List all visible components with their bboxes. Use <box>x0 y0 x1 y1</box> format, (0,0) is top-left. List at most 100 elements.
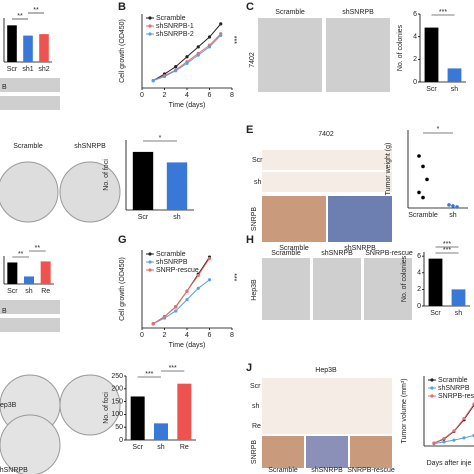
y-axis-label: No. of foci <box>103 392 110 424</box>
x-tick-label: Re <box>180 444 189 451</box>
y-axis-label: Cell growth (OD450) <box>119 19 126 83</box>
point <box>207 35 212 39</box>
y-tick-label: 4 <box>413 34 417 41</box>
x-tick-label: 0 <box>140 332 144 339</box>
x-tick-label: Scramble <box>408 212 438 219</box>
bar <box>154 423 168 440</box>
y-tick-label: 6 <box>413 11 417 18</box>
x-tick-label: 4 <box>185 92 189 99</box>
x-tick-label: Scr <box>7 66 18 73</box>
x-tick-label: sh <box>455 310 463 317</box>
point <box>185 298 189 302</box>
x-tick-label: 8 <box>230 92 234 99</box>
y-axis-label: No. of foci <box>103 159 110 191</box>
point <box>196 273 200 278</box>
group-label: sh <box>252 403 260 410</box>
x-axis-label: Days after inje <box>427 460 472 467</box>
legend-label: Scramble <box>156 251 186 258</box>
point <box>151 322 155 326</box>
series-line <box>152 258 210 325</box>
group-label: Scr <box>250 383 261 390</box>
legend-label: Scramble <box>156 15 186 22</box>
cell-line: 7402 <box>249 52 256 68</box>
legend-marker <box>430 386 434 390</box>
panel-label: H <box>246 234 254 246</box>
bar <box>132 151 154 210</box>
point <box>196 286 200 290</box>
y-axis-label: No. of colonies <box>397 24 404 71</box>
group-label: shSNRPB <box>0 467 28 474</box>
y-axis-label: Cell growth (OD450) <box>119 257 126 321</box>
significance: ** <box>18 251 24 258</box>
point <box>185 55 189 59</box>
x-tick-label: sh2 <box>38 66 49 73</box>
significance: ** <box>17 13 23 20</box>
point <box>442 440 446 444</box>
significance: ** <box>33 7 39 14</box>
group-label: Re <box>252 423 261 430</box>
group-label: shSNRPB <box>342 9 374 16</box>
point <box>185 289 189 293</box>
cell-line: 7402 <box>318 131 334 138</box>
group-label: B <box>2 84 7 91</box>
point <box>447 203 451 207</box>
legend-label: shSNRPB-2 <box>156 31 194 38</box>
x-tick-label: 0 <box>140 92 144 99</box>
x-tick-label: 2 <box>163 92 167 99</box>
y-tick-label: 0 <box>417 303 421 310</box>
y-tick-label: 250 <box>111 373 123 380</box>
y-tick-label: 200 <box>111 386 123 393</box>
legend-marker <box>430 378 434 382</box>
point <box>174 69 178 73</box>
group-label: SNRPB <box>251 207 258 231</box>
x-axis-label: Time (days) <box>169 102 206 109</box>
point <box>417 154 421 158</box>
point <box>151 79 155 83</box>
x-tick-label: Scr <box>132 444 143 451</box>
point <box>417 190 421 195</box>
point <box>185 61 189 65</box>
bar <box>166 162 188 210</box>
legend-label: shSNRPB <box>156 259 188 266</box>
y-axis-label: No. of colonies <box>401 255 408 302</box>
x-tick-label: Scr <box>7 288 18 295</box>
point <box>162 315 167 319</box>
x-tick-label: Scr <box>426 86 437 93</box>
x-tick-label: 4 <box>185 332 189 339</box>
point <box>219 33 223 37</box>
panel-label: G <box>118 234 127 246</box>
significance: *** <box>443 247 451 254</box>
x-tick-label: Scr <box>430 310 441 317</box>
group-label: Scramble <box>271 250 301 257</box>
point <box>162 74 167 79</box>
bar <box>451 289 466 306</box>
group-label: shSNRPB <box>311 467 343 474</box>
x-tick-label: 8 <box>230 332 234 339</box>
point <box>207 278 212 282</box>
legend-label: shSNRPB-1 <box>156 23 194 30</box>
legend-label: SNRPB-rescue <box>438 393 474 400</box>
x-tick-label: Re <box>41 288 50 295</box>
group-label: Scr <box>252 157 263 164</box>
point <box>421 195 425 200</box>
y-tick-label: 2 <box>413 56 417 63</box>
x-tick-label: 6 <box>208 92 212 99</box>
significance: *** <box>230 273 237 281</box>
legend-marker <box>430 394 434 398</box>
panel-label: C <box>246 1 254 13</box>
point <box>219 22 223 26</box>
significance: *** <box>230 36 237 44</box>
significance: *** <box>145 371 153 378</box>
bar <box>7 25 17 62</box>
y-axis-label: Tumor volume (mm³) <box>401 378 408 443</box>
bar <box>447 68 462 82</box>
x-tick-label: sh <box>157 444 165 451</box>
legend-marker <box>148 268 152 272</box>
legend-label: shSNRPB <box>438 385 470 392</box>
bar <box>424 27 439 83</box>
cell-line: Hep3B <box>315 367 337 374</box>
significance: ** <box>35 245 41 252</box>
panel-label: J <box>246 362 252 374</box>
legend-label: Scramble <box>438 377 468 384</box>
